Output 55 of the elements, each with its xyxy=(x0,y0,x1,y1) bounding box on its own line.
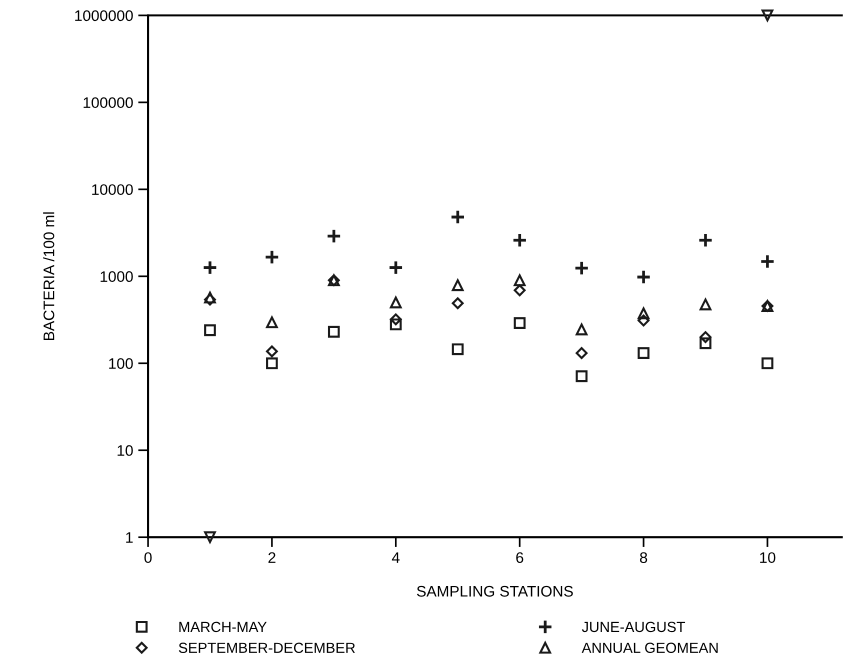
legend-label: SEPTEMBER-DECEMBER xyxy=(178,642,355,653)
point xyxy=(514,284,526,296)
point xyxy=(700,298,712,310)
legend-label: ANNUAL GEOMEAN xyxy=(582,642,718,653)
y-tick-label: 10 xyxy=(118,445,133,456)
x-tick-label: 6 xyxy=(516,552,524,564)
x-axis-title: SAMPLING STATIONS xyxy=(416,586,573,597)
point xyxy=(576,370,588,382)
point xyxy=(452,297,464,310)
x-tick-label: 4 xyxy=(392,552,400,563)
point xyxy=(390,313,402,326)
point xyxy=(266,345,278,358)
point xyxy=(204,531,216,544)
legend-label: MARCH-MAY xyxy=(179,622,267,632)
y-axis-title: BACTERIA /100 ml xyxy=(43,212,54,340)
point xyxy=(700,331,712,344)
y-tick-label: 1000000 xyxy=(75,10,133,22)
x-tick-label: 8 xyxy=(640,552,648,564)
point xyxy=(638,307,650,320)
point xyxy=(452,279,464,292)
y-tick-label: 10000 xyxy=(92,184,133,196)
point xyxy=(264,250,280,265)
x-tick-label: 2 xyxy=(268,552,276,563)
x-tick-label: 0 xyxy=(144,552,152,564)
point xyxy=(388,260,404,276)
point xyxy=(204,324,216,336)
point xyxy=(202,260,218,276)
point xyxy=(636,269,652,285)
point xyxy=(266,316,278,328)
y-tick-label: 100 xyxy=(109,358,133,369)
point xyxy=(390,296,402,308)
point xyxy=(328,326,340,338)
point xyxy=(760,254,776,270)
point xyxy=(576,347,588,360)
point xyxy=(514,274,526,286)
point xyxy=(266,357,278,370)
point xyxy=(514,317,526,329)
point xyxy=(700,337,712,350)
y-tick-label: 100000 xyxy=(84,97,133,108)
point xyxy=(638,314,650,326)
point xyxy=(512,232,528,248)
y-tick-label: 1 xyxy=(126,532,133,543)
point xyxy=(762,357,774,370)
point xyxy=(698,232,714,248)
point xyxy=(390,318,402,330)
legend-label: JUNE-AUGUST xyxy=(582,622,686,632)
point xyxy=(762,9,774,22)
point xyxy=(450,209,466,225)
point xyxy=(452,343,464,356)
x-tick-label: 10 xyxy=(760,552,776,564)
y-tick-label: 1000 xyxy=(100,271,133,282)
point xyxy=(576,324,588,336)
point xyxy=(638,347,650,359)
point xyxy=(326,228,342,244)
point xyxy=(574,260,590,276)
